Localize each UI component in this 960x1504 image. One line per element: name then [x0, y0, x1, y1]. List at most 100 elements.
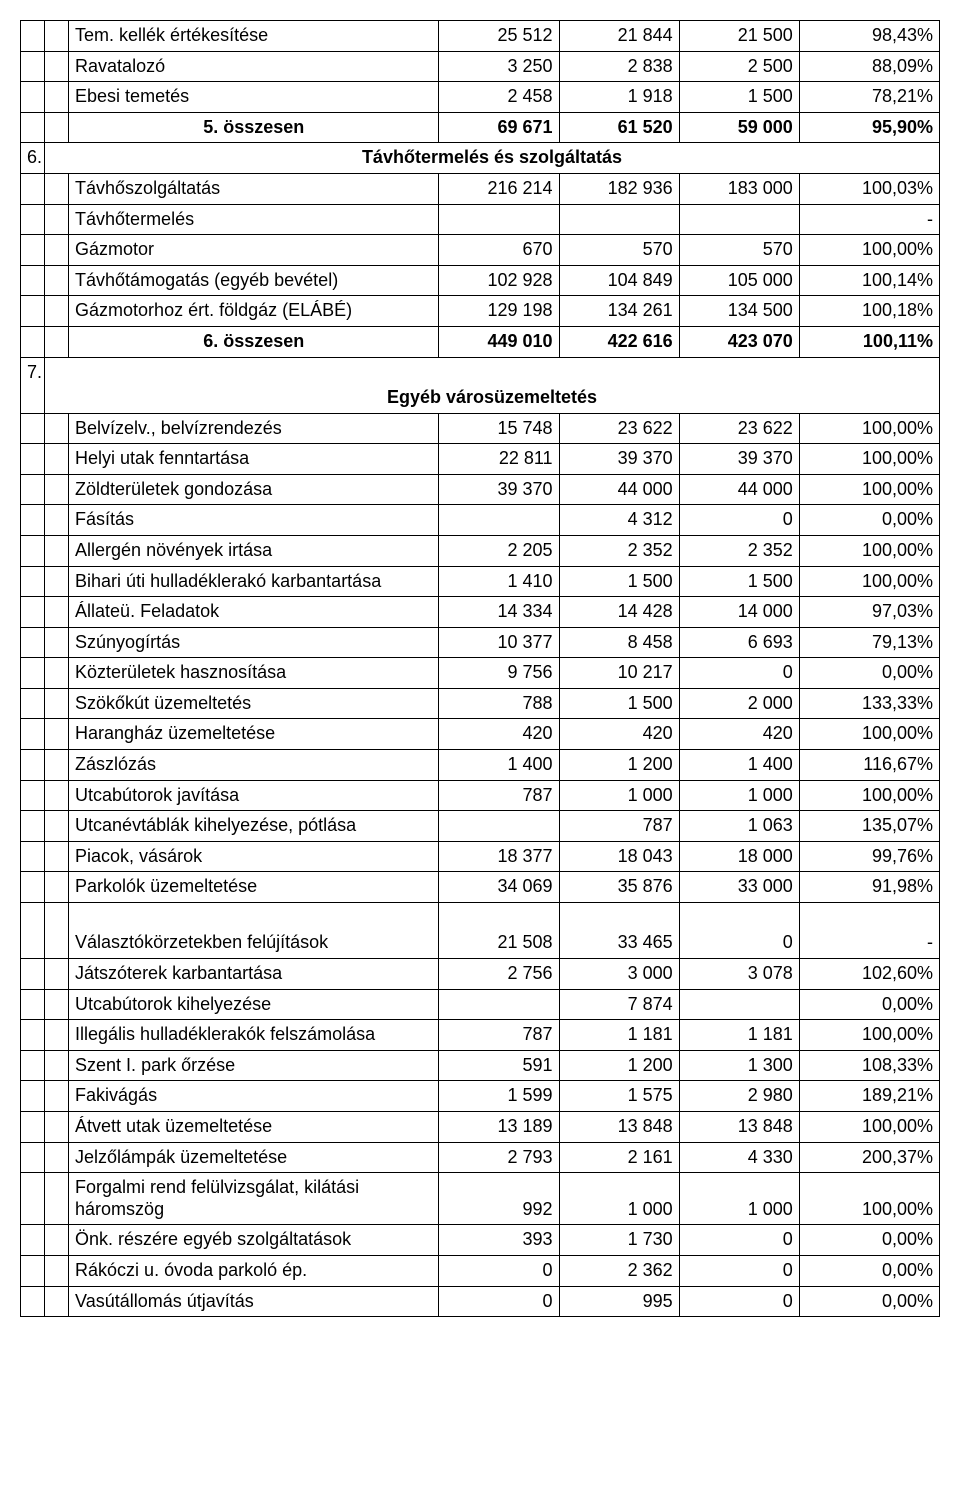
row-blank1 [45, 1225, 69, 1256]
row-label: Utcabútorok kihelyezése [69, 989, 439, 1020]
row-blank0 [21, 204, 45, 235]
cell-c3: 216 214 [439, 173, 559, 204]
cell-c4 [559, 204, 679, 235]
row-blank1 [45, 959, 69, 990]
cell-c4: 7 874 [559, 989, 679, 1020]
cell-c5: 2 352 [679, 535, 799, 566]
row-label: Vasútállomás útjavítás [69, 1286, 439, 1317]
cell-c6: 100,00% [799, 535, 939, 566]
row-blank0 [21, 21, 45, 52]
row-blank0 [21, 658, 45, 689]
row-blank1 [45, 1255, 69, 1286]
table-row: Szent I. park őrzése5911 2001 300108,33% [21, 1050, 940, 1081]
row-label: Szúnyogírtás [69, 627, 439, 658]
row-blank1 [45, 841, 69, 872]
row-blank1 [45, 1142, 69, 1173]
cell-c4: 1 181 [559, 1020, 679, 1051]
row-blank0 [21, 1142, 45, 1173]
row-label: Harangház üzemeltetése [69, 719, 439, 750]
row-blank1 [45, 1081, 69, 1112]
row-blank1 [45, 1020, 69, 1051]
row-blank0 [21, 235, 45, 266]
table-row: Utcabútorok kihelyezése7 8740,00% [21, 989, 940, 1020]
row-blank1 [45, 597, 69, 628]
cell-c4: 420 [559, 719, 679, 750]
cell-c6: 100,18% [799, 296, 939, 327]
cell-c6: 78,21% [799, 82, 939, 113]
row-blank1 [45, 21, 69, 52]
cell-c6: 91,98% [799, 872, 939, 903]
table-row: Közterületek hasznosítása9 75610 21700,0… [21, 658, 940, 689]
cell-c3: 10 377 [439, 627, 559, 658]
row-label: Távhőszolgáltatás [69, 173, 439, 204]
row-blank1 [45, 173, 69, 204]
row-blank1 [45, 627, 69, 658]
cell-c5: 1 000 [679, 1173, 799, 1225]
cell-c4: 787 [559, 811, 679, 842]
cell-c5: 6 693 [679, 627, 799, 658]
row-blank0 [21, 173, 45, 204]
cell-c3: 591 [439, 1050, 559, 1081]
section-title: Távhőtermelés és szolgáltatás [45, 143, 940, 174]
cell-c4: 1 000 [559, 1173, 679, 1225]
row-blank0 [21, 1081, 45, 1112]
cell-c3: 1 400 [439, 750, 559, 781]
row-blank0 [21, 1255, 45, 1286]
row-label: Tem. kellék értékesítése [69, 21, 439, 52]
row-blank0 [21, 597, 45, 628]
row-blank1 [45, 811, 69, 842]
cell-c5: 33 000 [679, 872, 799, 903]
row-blank1 [45, 719, 69, 750]
cell-c5: 423 070 [679, 326, 799, 357]
cell-c6: 200,37% [799, 1142, 939, 1173]
section-number: 6. [21, 143, 45, 174]
row-blank1 [45, 112, 69, 143]
cell-c4: 44 000 [559, 474, 679, 505]
cell-c3: 14 334 [439, 597, 559, 628]
cell-c4: 61 520 [559, 112, 679, 143]
row-blank0 [21, 688, 45, 719]
row-blank0 [21, 719, 45, 750]
cell-c6: 100,03% [799, 173, 939, 204]
row-blank1 [45, 780, 69, 811]
cell-c4: 1 500 [559, 566, 679, 597]
row-blank0 [21, 1173, 45, 1225]
cell-c5: 0 [679, 1286, 799, 1317]
cell-c4: 104 849 [559, 265, 679, 296]
cell-c3: 18 377 [439, 841, 559, 872]
table-row: Választókörzetekben felújítások21 50833 … [21, 903, 940, 959]
row-blank1 [45, 82, 69, 113]
row-label: Választókörzetekben felújítások [69, 903, 439, 959]
cell-c5: 39 370 [679, 444, 799, 475]
cell-c4: 39 370 [559, 444, 679, 475]
cell-c6: - [799, 204, 939, 235]
cell-c3: 39 370 [439, 474, 559, 505]
cell-c4: 2 352 [559, 535, 679, 566]
cell-c4: 182 936 [559, 173, 679, 204]
cell-c4: 18 043 [559, 841, 679, 872]
row-blank1 [45, 688, 69, 719]
cell-c6: 100,00% [799, 235, 939, 266]
cell-c3: 21 508 [439, 903, 559, 959]
table-row: Ebesi temetés2 4581 9181 50078,21% [21, 82, 940, 113]
cell-c5: 2 980 [679, 1081, 799, 1112]
cell-c5: 3 078 [679, 959, 799, 990]
table-row: Gázmotorhoz ért. földgáz (ELÁBÉ)129 1981… [21, 296, 940, 327]
cell-c4: 10 217 [559, 658, 679, 689]
row-label: Szökőkút üzemeltetés [69, 688, 439, 719]
row-blank0 [21, 51, 45, 82]
cell-c3: 788 [439, 688, 559, 719]
row-label: Szent I. park őrzése [69, 1050, 439, 1081]
row-label: Utcabútorok javítása [69, 780, 439, 811]
cell-c3 [439, 505, 559, 536]
row-blank0 [21, 1286, 45, 1317]
row-blank1 [45, 750, 69, 781]
cell-c6: 135,07% [799, 811, 939, 842]
row-blank0 [21, 505, 45, 536]
cell-c6: 0,00% [799, 1225, 939, 1256]
cell-c5 [679, 204, 799, 235]
row-blank0 [21, 265, 45, 296]
cell-c5: 0 [679, 505, 799, 536]
cell-c6: 100,11% [799, 326, 939, 357]
cell-c5: 420 [679, 719, 799, 750]
